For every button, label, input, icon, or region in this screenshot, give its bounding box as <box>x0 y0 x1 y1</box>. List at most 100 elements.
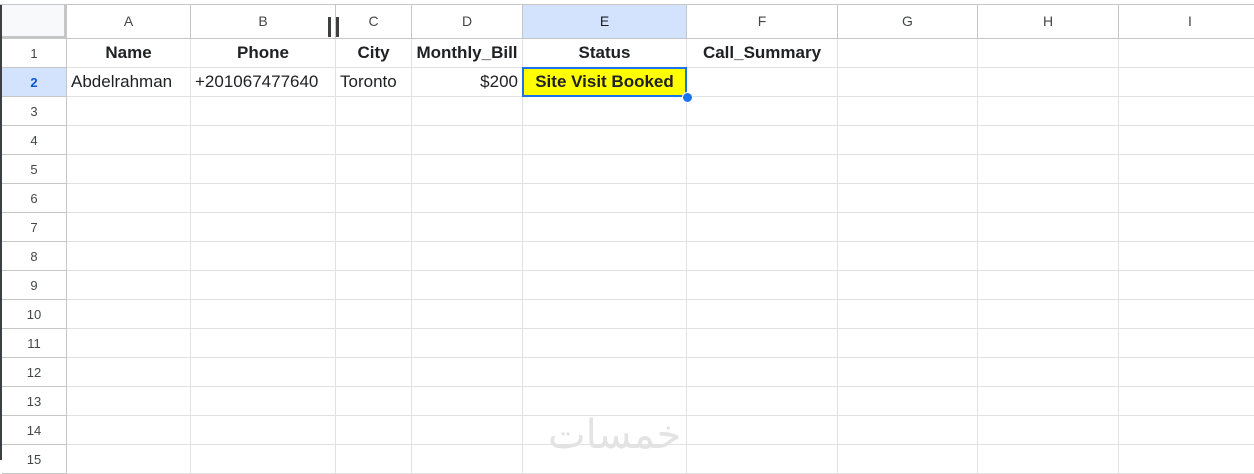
cell-c12[interactable] <box>336 358 412 387</box>
cell-c7[interactable] <box>336 213 412 242</box>
cell-e7[interactable] <box>523 213 687 242</box>
cell-f5[interactable] <box>687 155 838 184</box>
cell-c8[interactable] <box>336 242 412 271</box>
cell-a9[interactable] <box>67 271 191 300</box>
cell-f10[interactable] <box>687 300 838 329</box>
cell-d4[interactable] <box>412 126 523 155</box>
cell-g1[interactable] <box>838 39 978 68</box>
cell-f7[interactable] <box>687 213 838 242</box>
cell-h9[interactable] <box>978 271 1119 300</box>
cell-g13[interactable] <box>838 387 978 416</box>
cell-c13[interactable] <box>336 387 412 416</box>
fill-handle[interactable] <box>682 92 693 103</box>
cell-a2[interactable]: Abdelrahman <box>67 68 191 97</box>
row-header-10[interactable]: 10 <box>2 300 67 329</box>
row-header-4[interactable]: 4 <box>2 126 67 155</box>
cell-a14[interactable] <box>67 416 191 445</box>
cell-e9[interactable] <box>523 271 687 300</box>
cell-d6[interactable] <box>412 184 523 213</box>
cell-a3[interactable] <box>67 97 191 126</box>
cell-c4[interactable] <box>336 126 412 155</box>
cell-b7[interactable] <box>191 213 336 242</box>
column-header-f[interactable]: F <box>687 5 838 39</box>
cell-a12[interactable] <box>67 358 191 387</box>
cell-b8[interactable] <box>191 242 336 271</box>
cell-c2[interactable]: Toronto <box>336 68 412 97</box>
cell-b14[interactable] <box>191 416 336 445</box>
cell-i2[interactable] <box>1119 68 1254 97</box>
cell-g4[interactable] <box>838 126 978 155</box>
cell-g9[interactable] <box>838 271 978 300</box>
column-header-g[interactable]: G <box>838 5 978 39</box>
cell-b9[interactable] <box>191 271 336 300</box>
cell-i10[interactable] <box>1119 300 1254 329</box>
cell-c6[interactable] <box>336 184 412 213</box>
cell-i11[interactable] <box>1119 329 1254 358</box>
cell-b12[interactable] <box>191 358 336 387</box>
cell-f1[interactable]: Call_Summary <box>687 39 838 68</box>
cell-h1[interactable] <box>978 39 1119 68</box>
row-header-3[interactable]: 3 <box>2 97 67 126</box>
cell-d1[interactable]: Monthly_Bill <box>412 39 523 68</box>
cell-f11[interactable] <box>687 329 838 358</box>
cell-d3[interactable] <box>412 97 523 126</box>
cell-i7[interactable] <box>1119 213 1254 242</box>
cell-f13[interactable] <box>687 387 838 416</box>
cell-a1[interactable]: Name <box>67 39 191 68</box>
cell-a11[interactable] <box>67 329 191 358</box>
cell-h5[interactable] <box>978 155 1119 184</box>
cell-h3[interactable] <box>978 97 1119 126</box>
row-header-5[interactable]: 5 <box>2 155 67 184</box>
cell-a6[interactable] <box>67 184 191 213</box>
cell-i14[interactable] <box>1119 416 1254 445</box>
cell-i1[interactable] <box>1119 39 1254 68</box>
column-header-h[interactable]: H <box>978 5 1119 39</box>
cell-f14[interactable] <box>687 416 838 445</box>
cell-h12[interactable] <box>978 358 1119 387</box>
cell-i8[interactable] <box>1119 242 1254 271</box>
select-all-corner[interactable] <box>2 5 67 39</box>
row-header-2[interactable]: 2 <box>2 68 67 97</box>
cell-i6[interactable] <box>1119 184 1254 213</box>
cell-e5[interactable] <box>523 155 687 184</box>
cell-b2[interactable]: +201067477640 <box>191 68 336 97</box>
cell-a13[interactable] <box>67 387 191 416</box>
cell-d5[interactable] <box>412 155 523 184</box>
cell-e11[interactable] <box>523 329 687 358</box>
cell-e4[interactable] <box>523 126 687 155</box>
column-header-d[interactable]: D <box>412 5 523 39</box>
row-header-9[interactable]: 9 <box>2 271 67 300</box>
column-header-a[interactable]: A <box>67 5 191 39</box>
cell-h4[interactable] <box>978 126 1119 155</box>
cell-g5[interactable] <box>838 155 978 184</box>
cell-d9[interactable] <box>412 271 523 300</box>
cell-b13[interactable] <box>191 387 336 416</box>
cell-g11[interactable] <box>838 329 978 358</box>
cell-g8[interactable] <box>838 242 978 271</box>
cell-d10[interactable] <box>412 300 523 329</box>
column-header-b[interactable]: B <box>191 5 336 39</box>
cell-c3[interactable] <box>336 97 412 126</box>
row-header-1[interactable]: 1 <box>2 39 67 68</box>
cell-h11[interactable] <box>978 329 1119 358</box>
cell-h2[interactable] <box>978 68 1119 97</box>
cell-f8[interactable] <box>687 242 838 271</box>
cell-d14[interactable] <box>412 416 523 445</box>
cell-e10[interactable] <box>523 300 687 329</box>
cell-c5[interactable] <box>336 155 412 184</box>
cell-e14[interactable] <box>523 416 687 445</box>
cell-g10[interactable] <box>838 300 978 329</box>
cell-g2[interactable] <box>838 68 978 97</box>
cell-b10[interactable] <box>191 300 336 329</box>
row-header-12[interactable]: 12 <box>2 358 67 387</box>
cell-e3[interactable] <box>523 97 687 126</box>
cell-h8[interactable] <box>978 242 1119 271</box>
cell-h10[interactable] <box>978 300 1119 329</box>
cell-f9[interactable] <box>687 271 838 300</box>
cell-a4[interactable] <box>67 126 191 155</box>
cell-h6[interactable] <box>978 184 1119 213</box>
column-resize-handle[interactable] <box>328 17 339 37</box>
cell-g14[interactable] <box>838 416 978 445</box>
cell-a10[interactable] <box>67 300 191 329</box>
cell-a5[interactable] <box>67 155 191 184</box>
